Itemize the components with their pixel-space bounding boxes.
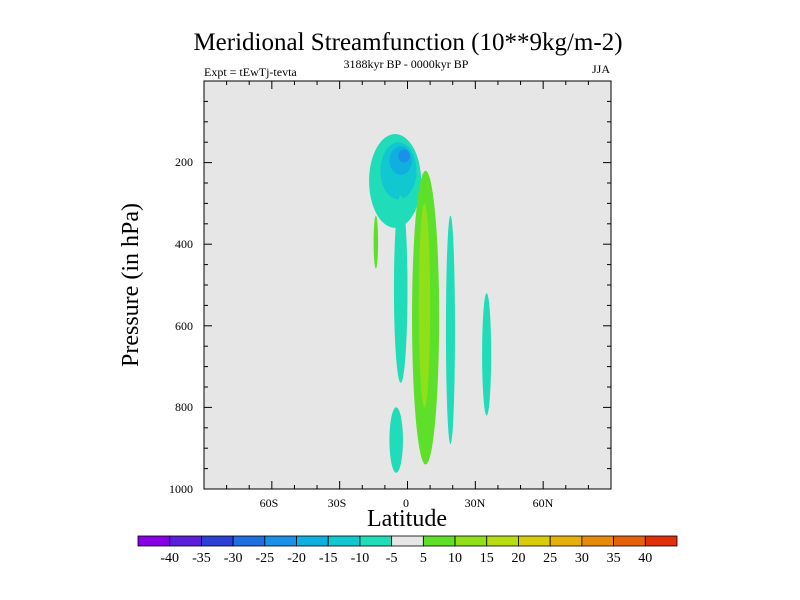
period-label: 3188kyr BP - 0000kyr BP bbox=[344, 57, 469, 71]
x-tick-label-30s: 30S bbox=[328, 496, 347, 510]
contour-region-6 bbox=[418, 203, 431, 408]
colorbar-label-0: -40 bbox=[160, 551, 179, 566]
colorbar-swatch-11 bbox=[486, 535, 519, 547]
colorbar-label-4: -20 bbox=[287, 551, 306, 566]
contour-regions bbox=[369, 134, 492, 473]
colorbar-swatch-12 bbox=[518, 535, 551, 547]
colorbar-label-15: 40 bbox=[638, 551, 652, 566]
colorbar-label-9: 10 bbox=[448, 551, 462, 566]
colorbar-swatch-2 bbox=[201, 535, 234, 547]
colorbar-swatch-7 bbox=[359, 535, 393, 547]
y-tick-label-400: 400 bbox=[175, 237, 193, 251]
y-axis-title: Pressure (in hPa) bbox=[118, 203, 144, 367]
colorbar-label-2: -30 bbox=[224, 551, 243, 566]
colorbar-swatch-5 bbox=[296, 535, 329, 547]
contour-region-7 bbox=[373, 215, 379, 269]
colorbar-swatch-9 bbox=[422, 535, 456, 547]
y-tick-label-800: 800 bbox=[175, 400, 193, 414]
colorbar-label-14: 35 bbox=[607, 551, 621, 566]
x-tick-label-60s: 60S bbox=[260, 496, 279, 510]
colorbar-swatch-15 bbox=[613, 535, 646, 547]
colorbar-swatch-14 bbox=[581, 535, 614, 547]
season-label: JJA bbox=[592, 62, 610, 76]
colorbar-swatch-3 bbox=[232, 535, 266, 547]
colorbar-label-10: 15 bbox=[480, 551, 494, 566]
colorbar-swatch-0 bbox=[137, 535, 171, 547]
colorbar-label-11: 20 bbox=[511, 551, 525, 566]
y-tick-label-1000: 1000 bbox=[169, 482, 193, 496]
colorbar-swatch-8 bbox=[391, 535, 424, 547]
x-tick-label-0: 0 bbox=[403, 496, 409, 510]
colorbar-label-13: 30 bbox=[575, 551, 589, 566]
y-tick-label-200: 200 bbox=[175, 155, 193, 169]
colorbar-label-7: -5 bbox=[386, 551, 398, 566]
axis-ticks bbox=[203, 80, 612, 490]
colorbar-label-5: -15 bbox=[319, 551, 338, 566]
x-axis-title: Latitude bbox=[367, 506, 447, 532]
colorbar-label-6: -10 bbox=[351, 551, 370, 566]
colorbar-label-8: 5 bbox=[420, 551, 427, 566]
contour-region-3 bbox=[398, 149, 410, 163]
colorbar-swatch-10 bbox=[454, 535, 488, 547]
contour-region-9 bbox=[482, 293, 492, 416]
colorbar-label-3: -25 bbox=[255, 551, 274, 566]
colorbar: -40 -35 -30 -25 -20 -15 -10 -5 5 10 15 20 25 30 35 40 bbox=[137, 535, 678, 566]
colorbar-label-12: 25 bbox=[543, 551, 557, 566]
colorbar-swatch-13 bbox=[549, 535, 583, 547]
chart-title: Meridional Streamfunction (10**9kg/m-2) bbox=[193, 29, 622, 56]
y-tick-label-600: 600 bbox=[175, 319, 193, 333]
x-tick-label-30n: 30N bbox=[465, 496, 486, 510]
colorbar-swatch-16 bbox=[644, 535, 678, 547]
experiment-label: Expt = tEwTj-tevta bbox=[204, 65, 297, 79]
contour-region-10 bbox=[389, 407, 403, 473]
colorbar-swatch-1 bbox=[169, 535, 202, 547]
colorbar-swatch-6 bbox=[327, 535, 361, 547]
x-tick-label-60n: 60N bbox=[533, 496, 554, 510]
contour-region-8 bbox=[445, 215, 455, 445]
contour-region-4 bbox=[393, 195, 408, 383]
colorbar-label-1: -35 bbox=[192, 551, 211, 566]
colorbar-swatch-4 bbox=[264, 535, 297, 547]
